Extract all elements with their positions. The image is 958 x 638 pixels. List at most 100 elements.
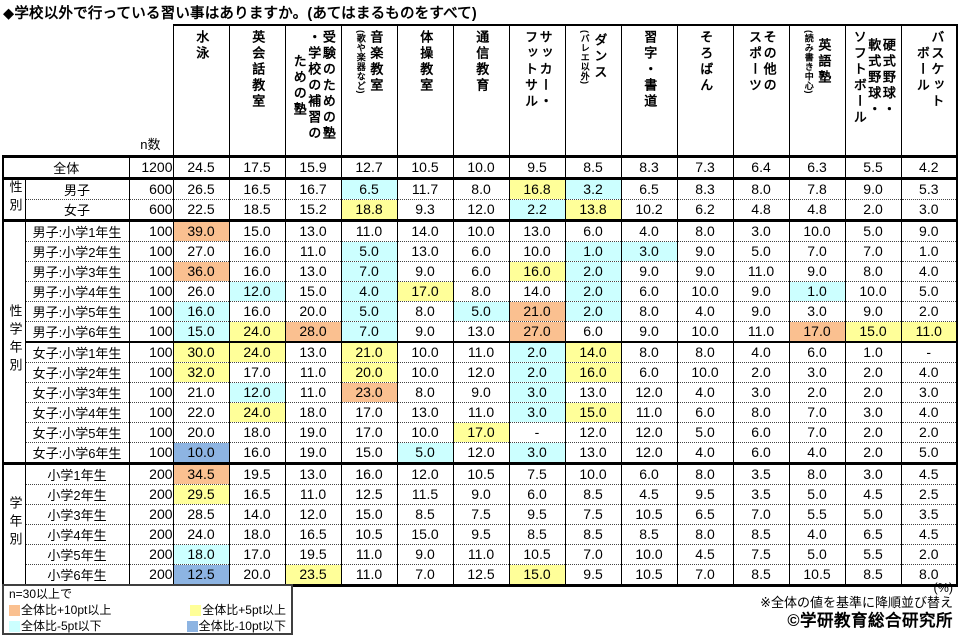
value-cell: 10.0 <box>676 280 734 301</box>
value-cell: 16.0 <box>340 461 398 484</box>
row-label-cell: 女子:小学6年生 <box>24 441 130 463</box>
value-cell: 16.0 <box>172 300 230 321</box>
column-header: バスケット ボール <box>900 24 958 157</box>
value-cell: 4.0 <box>900 260 958 281</box>
value-cell: 8.0 <box>620 340 678 362</box>
value-cell: 15.9 <box>284 154 342 178</box>
value-cell: 8.3 <box>676 176 734 199</box>
row-label-cell: 男子:小学1年生 <box>24 218 130 241</box>
value-cell: 12.0 <box>620 441 678 463</box>
value-cell: 9.0 <box>396 543 454 564</box>
column-header: 通信教育 <box>452 24 510 157</box>
value-cell: 13.0 <box>508 218 566 241</box>
column-header-text: その他の スポーツ <box>746 30 777 94</box>
value-cell: 11.5 <box>396 483 454 504</box>
value-cell: 4.0 <box>676 300 734 321</box>
value-cell: 22.0 <box>172 401 230 422</box>
value-cell: 20.0 <box>284 300 342 321</box>
value-cell: 3.0 <box>900 198 958 220</box>
value-cell: 28.5 <box>172 503 230 524</box>
value-cell: 10.5 <box>620 503 678 524</box>
value-cell: 18.0 <box>284 401 342 422</box>
value-cell: 3.0 <box>788 300 846 321</box>
row-label-cell: 小学2年生 <box>24 483 130 504</box>
value-cell: 8.0 <box>676 523 734 544</box>
column-header: サッカー・ フットサル <box>508 24 566 157</box>
n-count-cell: 200 <box>128 563 174 587</box>
value-cell: 15.2 <box>284 198 342 220</box>
value-cell: 11.0 <box>620 401 678 422</box>
row-label-cell: 小学1年生 <box>24 461 130 484</box>
value-cell: 18.0 <box>172 543 230 564</box>
value-cell: 12.0 <box>228 280 286 301</box>
table-row: 女子:小学3年生 100 21.0 12.0 11.0 23.0 8.0 9.0 3.0 13.0… <box>3 381 958 402</box>
column-header-main: そろばん <box>698 30 714 94</box>
value-cell: 11.0 <box>732 260 790 281</box>
value-cell: 10.0 <box>564 461 622 484</box>
value-cell: 6.0 <box>732 441 790 463</box>
value-cell: 3.0 <box>508 401 566 422</box>
value-cell: 11.0 <box>284 240 342 261</box>
legend-item: 全体比+5pt以上 <box>190 602 286 618</box>
value-cell: 16.5 <box>284 523 342 544</box>
value-cell: 22.5 <box>172 198 230 220</box>
value-cell: 5.0 <box>788 543 846 564</box>
column-header-main: 英会話教室 <box>250 30 266 110</box>
value-cell: 2.0 <box>844 381 902 402</box>
column-header-main: 音楽教室 <box>368 30 384 94</box>
column-header-main: 体操教室 <box>418 30 434 94</box>
value-cell: 5.5 <box>844 543 902 564</box>
value-cell: 18.8 <box>340 198 398 220</box>
value-cell: 5.0 <box>340 300 398 321</box>
legend-swatch-plus5 <box>190 604 202 616</box>
value-cell: 10.0 <box>452 154 510 178</box>
value-cell: 11.0 <box>284 361 342 382</box>
value-cell: 24.5 <box>172 154 230 178</box>
copyright-credit: ©学研教育総合研究所 <box>787 612 953 630</box>
table-row: 女子 600 22.5 18.5 15.2 18.8 9.3 12.0 2.2 13.8 10.2 6… <box>3 198 958 220</box>
value-cell: 8.0 <box>620 300 678 321</box>
value-cell: 27.0 <box>508 320 566 342</box>
value-cell: 7.3 <box>676 154 734 178</box>
table-row: 小学3年生 200 28.5 14.0 12.0 15.0 8.5 7.5 9.5 7.5 10.5… <box>3 503 958 524</box>
n-count-cell: 200 <box>128 503 174 524</box>
column-header-main: ダンス <box>592 33 608 82</box>
value-cell: 5.5 <box>788 503 846 524</box>
value-cell: 8.5 <box>564 523 622 544</box>
n-count-cell: 100 <box>128 441 174 463</box>
value-cell: 5.0 <box>732 240 790 261</box>
group-label-text: 性別 <box>7 179 23 216</box>
page-title: ◆学校以外で行っている習い事はありますか。(あてはまるものをすべて) <box>3 6 477 22</box>
value-cell: 8.0 <box>900 563 958 587</box>
value-cell: 18.0 <box>228 421 286 442</box>
value-cell: 4.0 <box>676 381 734 402</box>
value-cell: 12.5 <box>172 563 230 587</box>
value-cell: 3.0 <box>732 381 790 402</box>
n-count-cell: 100 <box>128 401 174 422</box>
row-label-cell: 小学5年生 <box>24 543 130 564</box>
value-cell: 10.0 <box>508 240 566 261</box>
value-cell: 28.0 <box>284 320 342 342</box>
n-count-cell: 200 <box>128 461 174 484</box>
value-cell: 8.5 <box>620 523 678 544</box>
n-count-header: n数 <box>140 136 161 152</box>
value-cell: 10.0 <box>396 340 454 362</box>
column-header: 英会話教室 <box>228 24 286 157</box>
value-cell: 9.0 <box>620 320 678 342</box>
value-cell: 7.5 <box>452 503 510 524</box>
column-header-text: 音楽教室 (歌や楽器など) <box>356 30 384 94</box>
value-cell: 10.0 <box>620 543 678 564</box>
column-header-text: 英会話教室 <box>250 30 265 110</box>
value-cell: 6.0 <box>620 461 678 484</box>
column-header-main: 水泳 <box>194 30 210 62</box>
column-header: ダンス (バレエ以外) <box>564 24 622 157</box>
value-cell: 4.0 <box>340 280 398 301</box>
group-label-cell: 性別 <box>2 176 26 220</box>
value-cell: 3.0 <box>844 401 902 422</box>
value-cell: 12.5 <box>340 483 398 504</box>
value-cell: 17.0 <box>228 543 286 564</box>
n-count-cell: 100 <box>128 240 174 261</box>
value-cell: 20.0 <box>340 361 398 382</box>
value-cell: 1.0 <box>788 280 846 301</box>
value-cell: 17.5 <box>228 154 286 178</box>
